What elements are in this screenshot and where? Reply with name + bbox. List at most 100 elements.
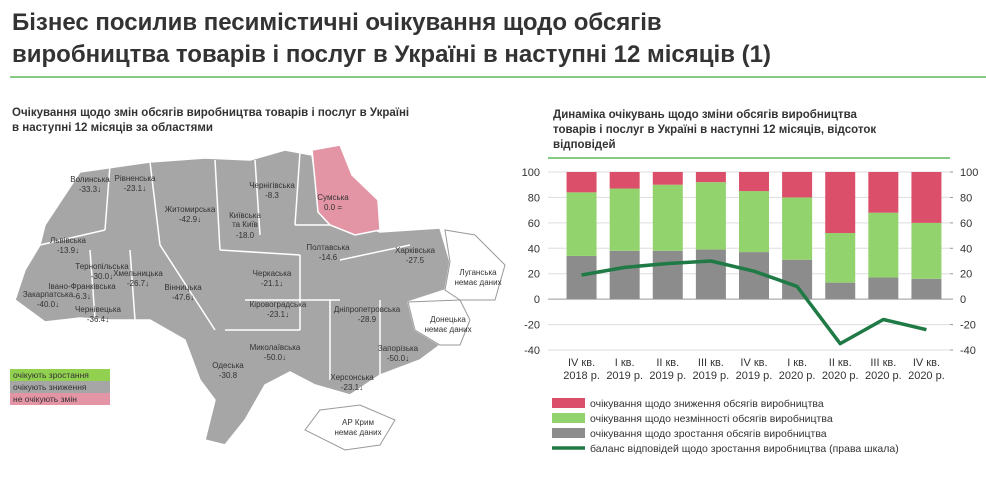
- y-tick-label: -40: [524, 345, 540, 357]
- x-tick-label: I кв. 2019 р.: [606, 357, 643, 382]
- legend-label: баланс відповідей щодо зростання виробни…: [590, 443, 899, 455]
- region-name: Полтавська: [306, 243, 350, 252]
- bar-segment: [609, 172, 640, 189]
- region-name: Одеська: [212, 361, 244, 370]
- x-tick-line: II кв.: [829, 357, 852, 369]
- map-region: [407, 299, 471, 346]
- region-name: Волинська: [70, 175, 110, 184]
- legend-swatch: [10, 381, 110, 393]
- bar-segment: [609, 188, 640, 251]
- map-region: [444, 229, 506, 301]
- bar-segment: [825, 233, 856, 283]
- chart-title: товарів і послуг в Україні в наступні 12…: [553, 124, 876, 136]
- map-title: в наступні 12 місяців за областями: [12, 122, 213, 134]
- region-name: АР Крим: [342, 418, 374, 427]
- bar-segment: [782, 197, 813, 260]
- region-value: -40.0↓: [37, 300, 59, 309]
- region-value: -42.9↓: [179, 215, 201, 224]
- bar-segment: [695, 249, 726, 300]
- region-name: Івано-Франківська: [48, 282, 116, 291]
- legend-label: очікування щодо незмінності обсягів виро…: [590, 413, 833, 425]
- x-tick-line: 2020 р.: [779, 370, 816, 382]
- region-value: немає даних: [334, 428, 381, 437]
- y2-tick-label: 100: [960, 167, 978, 179]
- bar-segment: [911, 222, 942, 279]
- bar-segment: [868, 277, 899, 300]
- y-tick-label: 40: [528, 243, 540, 255]
- x-tick-line: IV кв.: [913, 357, 940, 369]
- x-tick-label: IV кв. 2018 р.: [563, 357, 600, 382]
- bar-segment: [825, 172, 856, 234]
- region-name: Кіровоградська: [250, 300, 307, 309]
- bar-segment: [825, 282, 856, 300]
- x-tick-line: 2020 р.: [908, 370, 945, 382]
- bar-segment: [652, 172, 683, 185]
- map-region: [304, 404, 396, 451]
- region-value: немає даних: [454, 278, 501, 287]
- x-tick-label: IV кв. 2020 р.: [908, 357, 945, 382]
- bar-segment: [739, 191, 769, 253]
- legend-label: очікування щодо зростання обсягів виробн…: [590, 428, 827, 440]
- y2-tick-label: -40: [960, 345, 976, 357]
- region-value: -30.0↓: [91, 272, 113, 281]
- region-name: Тернопільська: [75, 262, 129, 271]
- bar-segment: [868, 212, 899, 278]
- region-value: -50.0↓: [264, 353, 286, 362]
- x-tick-line: 2020 р.: [865, 370, 902, 382]
- region-value: -30.8: [219, 371, 238, 380]
- line: [581, 259, 927, 346]
- region-name: Донецька: [430, 315, 466, 324]
- region-name: Львівська: [50, 236, 86, 245]
- x-tick-line: 2019 р.: [649, 370, 686, 382]
- bar-segment: [911, 278, 942, 300]
- x-tick-line: III кв.: [870, 357, 896, 369]
- region-name: Чернівецька: [75, 305, 121, 314]
- x-tick-line: 2020 р.: [822, 370, 859, 382]
- region-name: Дніпропетровська: [334, 305, 401, 314]
- region-value: немає даних: [424, 325, 471, 334]
- bar-segment: [782, 259, 813, 300]
- y-tick-label: 100: [522, 167, 540, 179]
- map-title: Очікування щодо змін обсягів виробництва…: [12, 107, 409, 119]
- y2-tick-label: 80: [960, 192, 972, 204]
- region-value: -23.1↓: [341, 383, 363, 392]
- x-tick-label: III кв. 2019 р.: [693, 357, 730, 382]
- y2-tick-label: 20: [960, 269, 972, 281]
- legend-label: очікування щодо зниження обсягів виробни…: [590, 398, 824, 410]
- region-name: Житомирська: [165, 205, 216, 214]
- legend-swatch: [10, 369, 110, 381]
- x-tick-label: III кв. 2020 р.: [865, 357, 902, 382]
- x-tick-line: III кв.: [698, 357, 724, 369]
- region-name: Луганська: [459, 268, 497, 277]
- x-tick-line: I кв.: [615, 357, 635, 369]
- bar-segment: [566, 255, 597, 300]
- legend-label: очікують зростання: [13, 370, 89, 380]
- y2-tick-label: 60: [960, 218, 972, 230]
- bar-segment: [695, 182, 726, 250]
- legend-label: не очікують змін: [13, 394, 77, 404]
- region-name: Вінницька: [164, 283, 202, 292]
- region-value: -28.9: [358, 315, 377, 324]
- x-tick-label: I кв. 2020 р.: [779, 357, 816, 382]
- x-tick-label: IV кв. 2019 р.: [736, 357, 773, 382]
- region-value: -47.6↓: [172, 293, 194, 302]
- bar-segment: [652, 184, 683, 251]
- map-borders: [39, 151, 411, 380]
- region-name-line: Київська: [229, 211, 261, 220]
- legend-swatch: [552, 413, 585, 423]
- region-value: -8.3: [265, 191, 279, 200]
- x-tick-line: IV кв.: [740, 357, 767, 369]
- y-tick-label: 80: [528, 192, 540, 204]
- y2-tick-label: -20: [960, 320, 976, 332]
- bar-segment: [609, 250, 640, 300]
- region-name: Миколаївська: [250, 343, 301, 352]
- region-name: Черкаська: [253, 269, 292, 278]
- region-value: -33.3↓: [79, 185, 101, 194]
- region-value: -18.0: [236, 231, 255, 240]
- region-value: -13.9↓: [57, 246, 79, 255]
- region-name: Рівненська: [115, 174, 156, 183]
- region-name: Запорізька: [378, 344, 419, 353]
- region-value: -27.5: [406, 256, 425, 265]
- chart-title: відповідей: [553, 139, 616, 151]
